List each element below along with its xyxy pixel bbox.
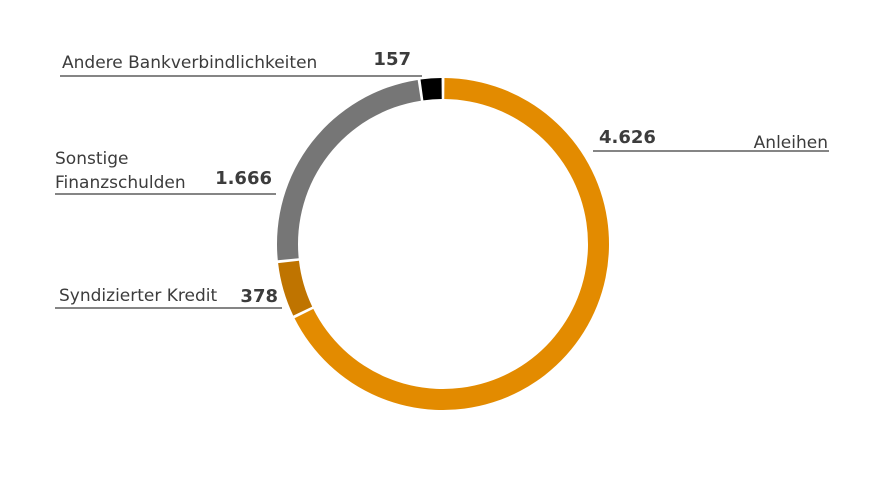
value-label-sonstige-finanzschulden: 1.666 (215, 168, 272, 189)
category-label-anleihen: Anleihen (754, 133, 828, 153)
slice-sonstige-finanzschulden (277, 79, 421, 261)
donut-slices (277, 78, 609, 410)
value-label-andere-bankverbindlichkeiten: 157 (373, 49, 411, 70)
category-label-syndizierter-kredit: Syndizierter Kredit (59, 286, 217, 306)
category-label-sonstige-line1: Sonstige (55, 149, 128, 169)
value-label-syndizierter-kredit: 378 (240, 286, 278, 307)
slice-andere-bankverbindlichkeiten (420, 78, 442, 101)
value-label-anleihen: 4.626 (599, 127, 656, 148)
category-label-andere-bankverbindlichkeiten: Andere Bankverbindlichkeiten (62, 53, 317, 73)
slice-syndizierter-kredit (278, 260, 313, 316)
category-label-sonstige-line2: Finanzschulden (55, 173, 186, 193)
